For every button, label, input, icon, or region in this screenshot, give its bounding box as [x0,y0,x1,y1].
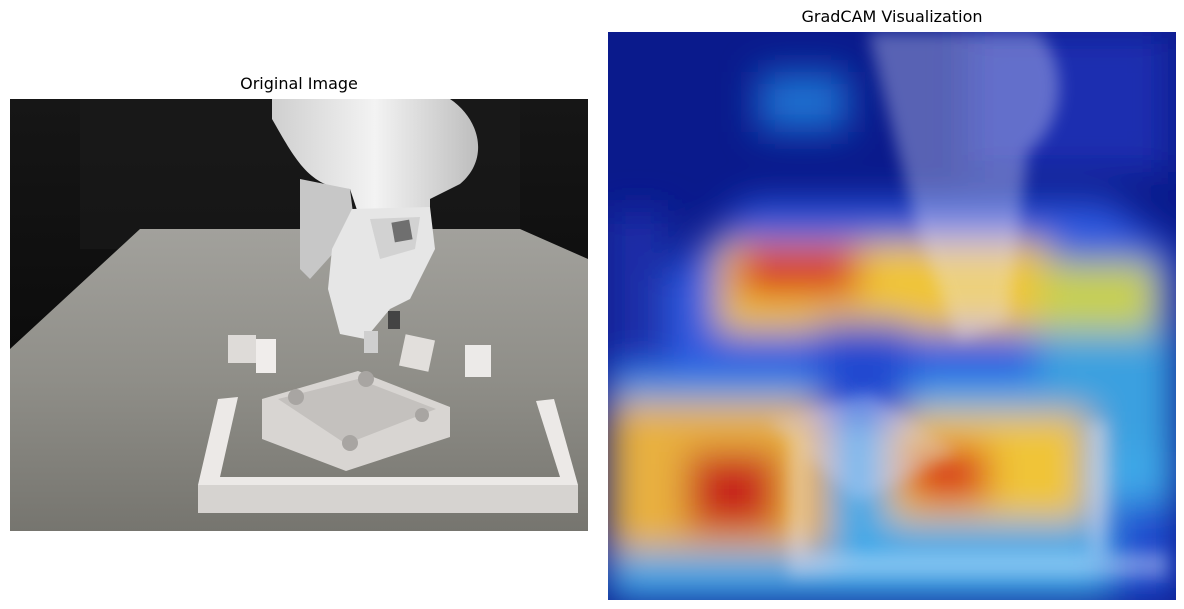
gradcam-heatmap [608,32,1176,600]
original-image-title: Original Image [240,74,358,93]
u-frame [198,397,578,513]
robot-arm [272,99,479,353]
original-scene [10,99,588,531]
square-part [262,371,450,471]
original-image [10,99,588,531]
gradcam-scene [608,32,1176,600]
small-parts [228,334,491,377]
gradcam-title: GradCAM Visualization [801,7,983,26]
